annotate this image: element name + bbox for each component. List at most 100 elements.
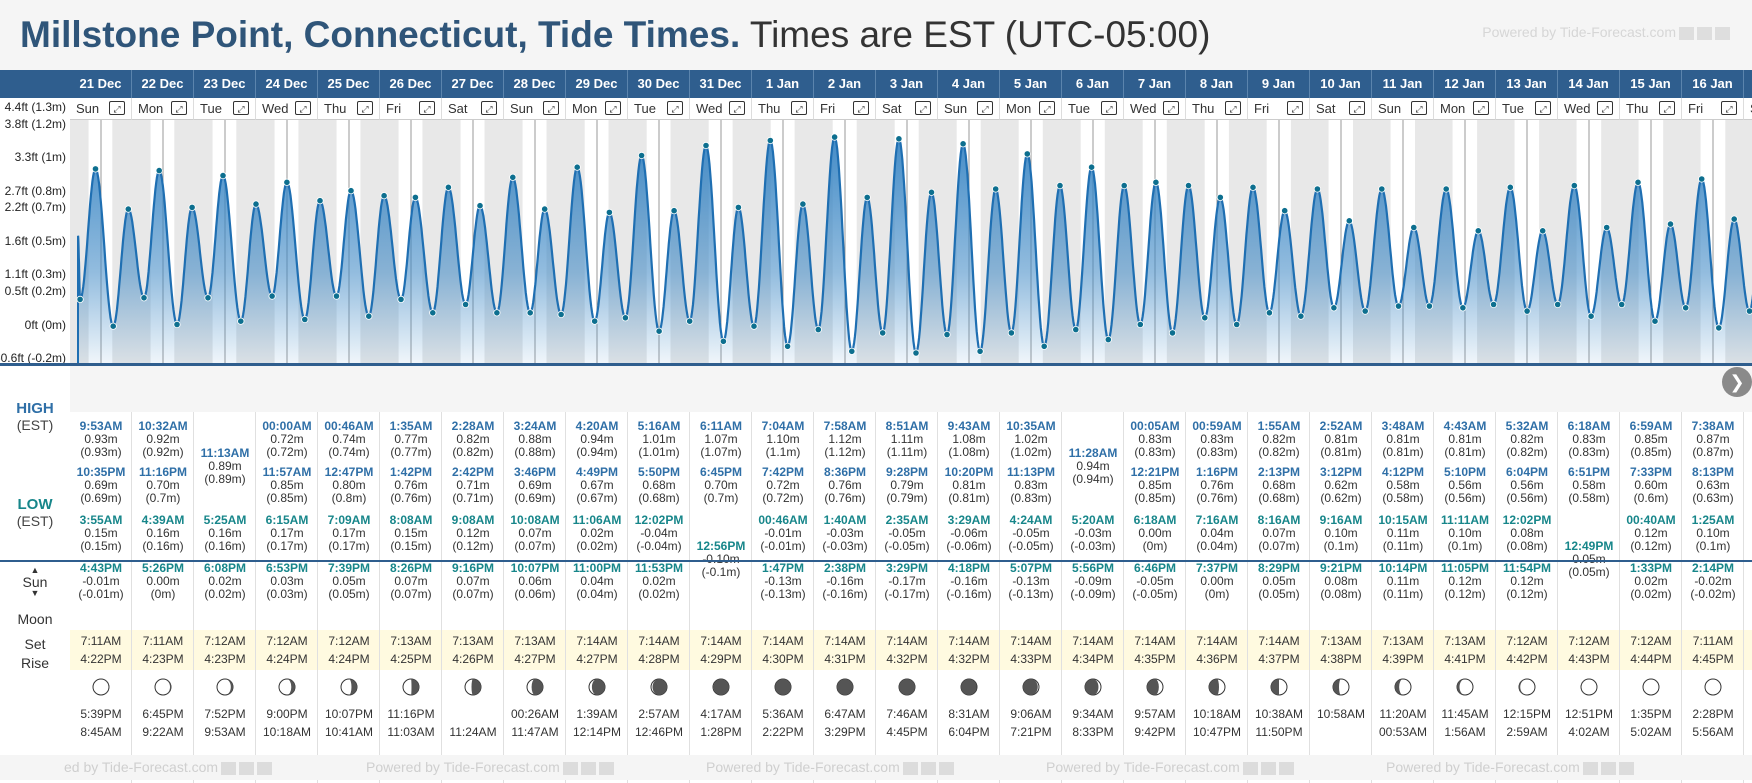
day-of-week-header: Wed ⤢	[1124, 98, 1186, 120]
high-tide-height-alt: (1.01m)	[638, 445, 680, 459]
high-tide-time: 5:16AM	[637, 419, 681, 433]
high-tide-time: 7:42PM	[761, 465, 805, 479]
tide-times-cell: 6:18AM 0.83m (0.83m) 6:51PM 0.58m (0.58m) 12:4…	[1558, 412, 1620, 630]
expand-icon[interactable]: ⤢	[1411, 101, 1427, 115]
expand-icon[interactable]: ⤢	[853, 101, 869, 115]
expand-icon[interactable]: ⤢	[915, 101, 931, 115]
moon-phase-icon	[1456, 678, 1474, 696]
expand-icon[interactable]: ⤢	[357, 101, 373, 115]
low-tide-height-alt: (0.05m)	[1568, 565, 1610, 579]
expand-icon[interactable]: ⤢	[1597, 101, 1613, 115]
low-tide-height: -0.09m	[1074, 574, 1112, 588]
expand-icon[interactable]: ⤢	[605, 101, 621, 115]
low-tide-height: -0.04m	[640, 526, 678, 540]
low-tide-height-alt: (-0.13m)	[1008, 587, 1054, 601]
high-tide-entry: 6:59AM 0.85m (0.85m)	[1620, 420, 1682, 459]
sunrise-time: 7:14AM	[824, 634, 866, 648]
expand-icon[interactable]: ⤢	[109, 101, 125, 115]
day-of-week: Sun	[76, 101, 100, 116]
high-tide-height: 0.88m	[1744, 433, 1752, 446]
low-tide-height-alt: (0.07m)	[390, 587, 432, 601]
expand-icon[interactable]: ⤢	[1659, 101, 1675, 115]
day-of-week-header: Sun ⤢	[70, 98, 132, 120]
day-of-week: Fri	[820, 101, 836, 116]
high-tide-time: 3:46PM	[513, 465, 557, 479]
high-tide-time: 9:53AM	[79, 419, 123, 433]
expand-icon[interactable]: ⤢	[1349, 101, 1365, 115]
low-tide-height-alt: (-0.05m)	[1132, 587, 1178, 601]
high-tide-height-alt: (0.72m)	[266, 445, 308, 459]
low-tide-time: 1:40AM	[823, 513, 867, 527]
footer-watermark: Powered by Tide-Forecast.com	[1386, 759, 1634, 775]
day-of-week: Sun	[510, 101, 534, 116]
low-tide-entry: 11:53PM 0.02m (0.02m)	[628, 562, 690, 601]
low-tide-height: -0.13m	[764, 574, 802, 588]
expand-icon[interactable]: ⤢	[419, 101, 435, 115]
moonrise-time: 8:33PM	[1072, 725, 1114, 739]
day-of-week: Wed	[1564, 101, 1591, 116]
watermark-icon	[257, 761, 273, 775]
low-tide-time: 3:55AM	[79, 513, 123, 527]
high-tide-height: 0.60m	[1634, 478, 1668, 492]
expand-icon[interactable]: ⤢	[295, 101, 311, 115]
sunrise-time: 7:12AM	[1568, 634, 1610, 648]
moonrise-time: 5:56AM	[1692, 725, 1734, 739]
low-tide-height-alt: (0m)	[1142, 539, 1168, 553]
moonset-time: 10:58AM	[1316, 707, 1366, 721]
high-tide-entry: 11:28AM 0.94m (0.94m)	[1062, 447, 1124, 486]
expand-icon[interactable]: ⤢	[791, 101, 807, 115]
expand-icon[interactable]: ⤢	[1535, 101, 1551, 115]
high-tide-entry: 4:49PM 0.67m (0.67m)	[566, 466, 628, 505]
sunset-time: 4:24PM	[266, 652, 308, 666]
expand-icon[interactable]: ⤢	[1721, 101, 1737, 115]
low-tide-height: -0.01m	[82, 574, 120, 588]
expand-icon[interactable]: ⤢	[543, 101, 559, 115]
expand-icon[interactable]: ⤢	[1473, 101, 1489, 115]
low-tide-height-alt: (0.17m)	[266, 539, 308, 553]
moonrise-time: 11:24AM	[449, 725, 497, 739]
y-axis-label: 4.4ft (1.3m)	[4, 100, 66, 114]
expand-icon[interactable]: ⤢	[667, 101, 683, 115]
low-tide-entry: 10:07PM 0.06m (0.06m)	[504, 562, 566, 601]
expand-icon[interactable]: ⤢	[729, 101, 745, 115]
expand-icon[interactable]: ⤢	[1225, 101, 1241, 115]
high-tide-height-alt: (1.08m)	[948, 445, 990, 459]
watermark-icon	[902, 761, 918, 775]
moon-phase-icon	[154, 678, 172, 696]
high-tide-height: 0.72m	[270, 432, 304, 446]
expand-icon[interactable]: ⤢	[1039, 101, 1055, 115]
low-tide-entry: 6:08PM 0.02m (0.02m)	[194, 562, 256, 601]
moonset-time: 00:26AM	[510, 707, 560, 721]
day-date: 14 Jan	[1558, 70, 1620, 98]
expand-icon[interactable]: ⤢	[1163, 101, 1179, 115]
expand-icon[interactable]: ⤢	[977, 101, 993, 115]
sun-times-cell: 7:14AM 4:32PM	[876, 630, 938, 670]
low-tide-height: 0.11m	[1386, 526, 1420, 540]
low-tide-height-alt: (-0.01m)	[78, 587, 124, 601]
watermark-icon	[239, 761, 255, 775]
moonrise-time: 10:47PM	[1192, 725, 1242, 739]
moonset-time: 10:07PM	[324, 707, 374, 721]
low-tide-height-alt: (0.03m)	[266, 587, 308, 601]
header-band	[0, 70, 70, 98]
low-tide-height: 0.17m	[270, 526, 304, 540]
expand-icon[interactable]: ⤢	[481, 101, 497, 115]
moonrise-time: 4:45PM	[886, 725, 928, 739]
high-tide-height-alt: (0.83m)	[1010, 491, 1052, 505]
day-date: 26 Dec	[380, 70, 442, 98]
moon-phase-icon	[1084, 678, 1102, 696]
expand-icon[interactable]: ⤢	[1101, 101, 1117, 115]
day-date: 10 Jan	[1310, 70, 1372, 98]
day-column: 31 Dec Wed ⤢ 6:11AM 1.07m (1.07m) 6:45PM 0.70m(…	[690, 70, 752, 783]
expand-icon[interactable]: ⤢	[233, 101, 249, 115]
high-tide-height: 1.11m	[890, 432, 924, 446]
high-tide-height-alt: (0.82m)	[452, 445, 494, 459]
sunrise-time: 7:12AM	[266, 634, 308, 648]
expand-icon[interactable]: ⤢	[171, 101, 187, 115]
expand-icon[interactable]: ⤢	[1287, 101, 1303, 115]
low-tide-height-alt: (0.06m)	[514, 587, 556, 601]
day-date: 9 Jan	[1248, 70, 1310, 98]
scroll-right-button[interactable]: ❯	[1722, 367, 1752, 397]
